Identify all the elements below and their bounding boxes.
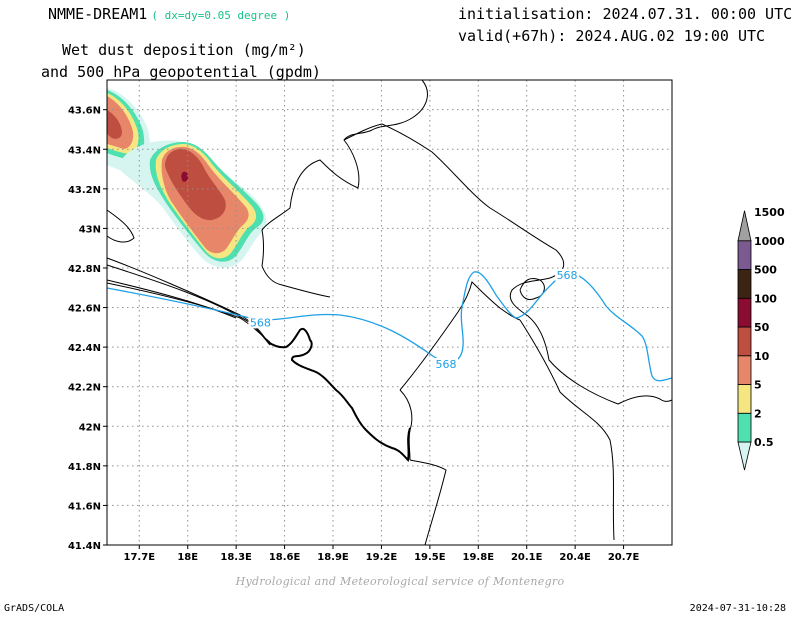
colorbar: 0.5 2 5 10 50 100 500 1000 1500 <box>737 206 785 471</box>
contour-label-568: 568 <box>557 269 578 282</box>
border-croatia-bih <box>106 209 135 243</box>
dust-level-50 <box>107 110 122 139</box>
colorbar-swatch <box>737 240 752 270</box>
lat-tick-label: 43.6N <box>68 106 101 117</box>
map-frame <box>106 79 673 546</box>
latitude-ticks: 41.4N 41.6N 41.8N 42N 42.2N 42.4N 42.6N 42.8N 43… <box>68 106 107 552</box>
colorbar-label: 1000 <box>754 235 785 248</box>
lon-tick-label: 18.3E <box>220 552 252 563</box>
colorbar-label: 1500 <box>754 206 785 219</box>
lat-tick-label: 42.8N <box>68 264 101 275</box>
colorbar-swatch <box>737 412 752 443</box>
lon-tick-label: 17.7E <box>124 552 156 563</box>
lat-tick-label: 42N <box>79 422 101 433</box>
border-serbia-bih <box>261 79 428 298</box>
coastline-montenegro <box>267 327 411 463</box>
border-albania-south <box>409 459 447 546</box>
colorbar-swatch <box>737 297 752 328</box>
colorbar-swatch <box>737 326 752 357</box>
lon-tick-label: 20.4E <box>559 552 591 563</box>
lon-tick-label: 18E <box>177 552 198 563</box>
colorbar-bottom-arrow <box>737 441 752 471</box>
lon-tick-label: 19.2E <box>366 552 398 563</box>
coastline-outer <box>106 282 271 343</box>
map-area: 568 568 568 <box>106 79 673 546</box>
border-north-macedonia <box>519 319 615 541</box>
initialisation-time: initialisation: 2024.07.31. 00:00 UTC <box>458 5 793 23</box>
lat-tick-label: 41.8N <box>68 462 101 473</box>
colorbar-label: 2 <box>754 407 762 420</box>
software-label: GrADS/COLA <box>4 603 65 614</box>
lon-tick-label: 19.8E <box>463 552 495 563</box>
colorbar-label: 500 <box>754 264 777 277</box>
lat-tick-label: 43.2N <box>68 185 101 196</box>
contour-labels: 568 568 568 <box>248 268 580 371</box>
contour-label-bg <box>248 316 273 329</box>
colorbar-label: 100 <box>754 292 777 305</box>
valid-time: valid(+67h): 2024.AUG.02 19:00 UTC <box>458 27 766 45</box>
coastline-outer-2 <box>106 279 237 319</box>
lat-tick-label: 42.4N <box>68 343 101 354</box>
lon-tick-label: 20.7E <box>608 552 640 563</box>
lat-tick-label: 43.4N <box>68 145 101 156</box>
lat-tick-label: 42.2N <box>68 383 101 394</box>
border-albania-kosovo <box>399 281 521 391</box>
credit-text: Hydrological and Meteorological service … <box>235 575 565 588</box>
colorbar-label: 0.5 <box>754 436 774 449</box>
coastline-croatia <box>106 257 269 343</box>
model-name: NMME-DREAM1( dx=dy=0.05 degree ) <box>48 5 290 23</box>
timestamp-label: 2024-07-31-10:28 <box>689 603 786 614</box>
longitude-ticks: 17.7E 18E 18.3E 18.6E 18.9E 19.2E 19.5E 19.8E 20… <box>124 545 640 563</box>
lat-tick-label: 42.6N <box>68 304 101 315</box>
dust-level-100-main <box>181 171 189 182</box>
dust-deposition-area-main <box>118 140 267 268</box>
geopotential-contour-568 <box>106 271 673 382</box>
contour-label-bg <box>555 268 580 281</box>
dust-level-50-main <box>164 148 226 221</box>
colorbar-swatch <box>737 269 752 299</box>
lon-tick-label: 19.5E <box>414 552 446 563</box>
lat-tick-label: 41.6N <box>68 501 101 512</box>
lat-tick-label: 43N <box>79 224 101 235</box>
lat-tick-label: 41.4N <box>68 541 101 552</box>
contour-label-568: 568 <box>436 358 457 371</box>
colorbar-label: 50 <box>754 321 770 334</box>
graticule <box>107 80 672 545</box>
colorbar-top-arrow <box>737 210 752 242</box>
map-title-line1: Wet dust deposition (mg/m²) <box>62 41 306 59</box>
model-resolution: ( dx=dy=0.05 degree ) <box>151 9 291 22</box>
contour-label-bg <box>434 357 458 370</box>
colorbar-swatch <box>737 384 752 414</box>
lake-border <box>519 277 545 301</box>
lon-tick-label: 18.6E <box>269 552 301 563</box>
map-title-line2: and 500 hPa geopotential (gpdm) <box>41 63 321 81</box>
lon-tick-label: 20.1E <box>511 552 543 563</box>
colorbar-swatch <box>737 355 752 385</box>
colorbar-label: 10 <box>754 350 770 363</box>
contour-label-568: 568 <box>250 316 271 329</box>
coastlines-borders <box>106 79 673 546</box>
model-name-text: NMME-DREAM1 <box>48 5 148 23</box>
lon-tick-label: 18.9E <box>317 552 349 563</box>
colorbar-label: 5 <box>754 379 762 392</box>
border-serbia-kosovo <box>343 123 673 405</box>
